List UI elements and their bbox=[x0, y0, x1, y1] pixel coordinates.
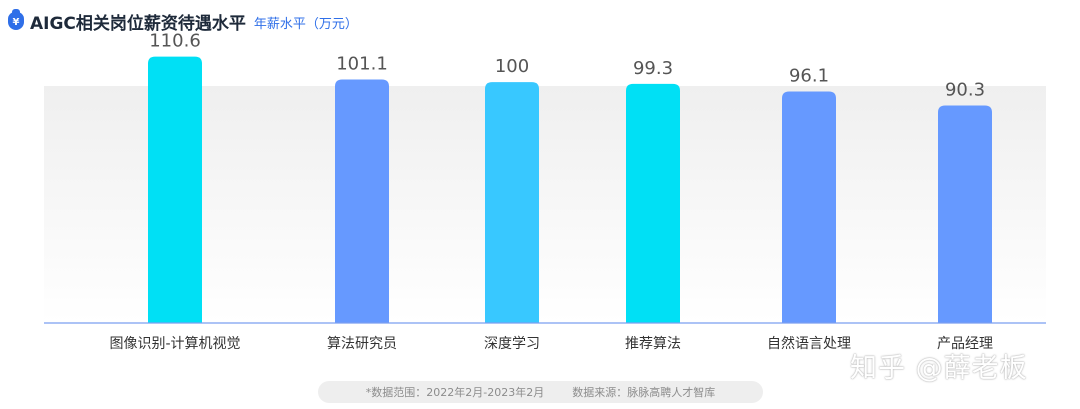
data-source-note: 数据来源：脉脉高聘人才智库 bbox=[572, 386, 716, 399]
bar-2 bbox=[485, 82, 539, 324]
category-label-5: 产品经理 bbox=[937, 336, 993, 352]
data-range-note: *数据范围：2022年2月-2023年2月 bbox=[365, 386, 545, 399]
bar-1 bbox=[335, 79, 389, 323]
plot-background bbox=[44, 86, 1046, 323]
chart-header: ¥ AIGC相关岗位薪资待遇水平 年薪水平（万元） bbox=[8, 6, 358, 36]
value-label-5: 90.3 bbox=[945, 80, 985, 101]
value-label-4: 96.1 bbox=[789, 66, 829, 87]
bar-3 bbox=[626, 83, 680, 323]
bar-4 bbox=[782, 91, 836, 323]
category-label-3: 推荐算法 bbox=[625, 336, 681, 352]
category-label-0: 图像识别-计算机视觉 bbox=[109, 336, 240, 352]
value-label-3: 99.3 bbox=[633, 58, 673, 79]
value-label-2: 100 bbox=[495, 56, 529, 77]
category-label-1: 算法研究员 bbox=[327, 336, 397, 352]
watermark: 知乎 @薛老板 bbox=[850, 353, 1028, 384]
yen-bag-icon: ¥ bbox=[8, 9, 24, 30]
value-label-1: 101.1 bbox=[336, 54, 388, 75]
bar-0 bbox=[148, 56, 202, 323]
chart-subtitle: 年薪水平（万元） bbox=[253, 16, 358, 32]
chart-title: AIGC相关岗位薪资待遇水平 bbox=[30, 13, 246, 34]
data-source-footer: *数据范围：2022年2月-2023年2月 数据来源：脉脉高聘人才智库 bbox=[318, 381, 763, 403]
category-label-4: 自然语言处理 bbox=[767, 335, 851, 352]
category-label-2: 深度学习 bbox=[484, 336, 540, 352]
bar-5 bbox=[938, 105, 992, 323]
value-label-0: 110.6 bbox=[149, 31, 201, 52]
